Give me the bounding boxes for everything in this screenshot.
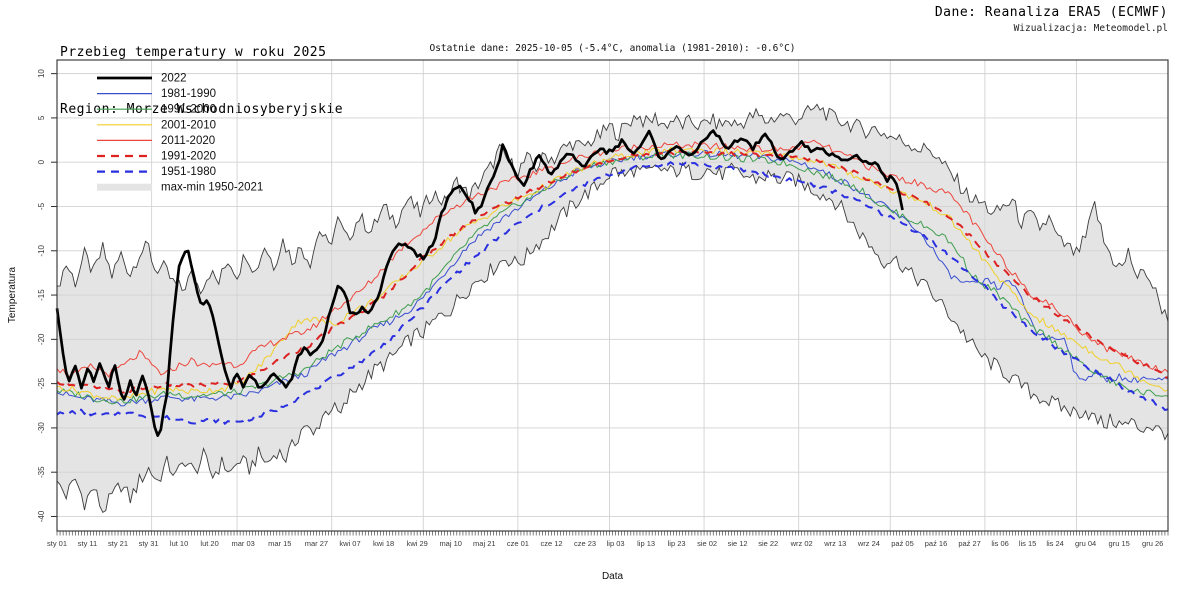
legend-label: 1991-2000	[161, 104, 216, 116]
legend-item-max-min-1950-2021: max-min 1950-2021	[97, 182, 263, 194]
legend-item-1991-2020: 1991-2020	[97, 151, 216, 163]
legend-item-1951-1980: 1951-1980	[97, 166, 216, 178]
x-tick-label: paź 05	[891, 539, 914, 548]
x-tick-label: cze 23	[574, 539, 596, 548]
source-block: Dane: Reanaliza ERA5 (ECMWF) Wizualizacj…	[935, 5, 1168, 34]
series-line-1951-1980	[56, 161, 1169, 425]
axes: 10 5 0 -5 -10 -15 -20 -25 -30 -35 -40 sty 01 sty 11 s…	[7, 69, 1169, 582]
x-tick-label: lip 13	[637, 539, 655, 548]
y-axis-title: Temperatura	[7, 266, 18, 323]
chart-header: Przebieg temperatury w roku 2025 Region:…	[60, 5, 343, 157]
x-tick-label: gru 15	[1109, 539, 1130, 548]
x-tick-label: lip 03	[607, 539, 625, 548]
gridlines	[57, 60, 1168, 531]
legend-label: 2022	[161, 73, 187, 85]
series-line-2022	[55, 129, 904, 437]
y-tick-label: -35	[37, 466, 46, 478]
y-tick-label: -5	[37, 202, 46, 210]
legend-label: max-min 1950-2021	[161, 182, 263, 194]
x-tick-label: lut 20	[200, 539, 218, 548]
x-tick-label: sie 02	[697, 539, 717, 548]
x-tick-label: kwi 29	[407, 539, 428, 548]
latest-data-note: Ostatnie dane: 2025-10-05 (-5.4°C, anoma…	[429, 43, 796, 54]
x-tick-label: mar 15	[268, 539, 291, 548]
series-line-1981-1990	[56, 149, 1169, 407]
x-tick-label: paź 27	[958, 539, 981, 548]
x-tick-label: lut 10	[170, 539, 188, 548]
x-tick-label: kwi 18	[373, 539, 394, 548]
legend-label: 1951-1980	[161, 166, 216, 178]
plot-border	[56, 59, 1169, 532]
x-tick-label: gru 26	[1142, 539, 1163, 548]
x-tick-label: cze 01	[507, 539, 529, 548]
y-tick-label: 0	[37, 159, 46, 164]
y-tick-label: -25	[37, 377, 46, 389]
x-tick-label: sty 31	[139, 539, 159, 548]
y-tick-label: -10	[37, 244, 46, 256]
y-tick-label: 5	[37, 115, 46, 120]
x-tick-label: sie 12	[728, 539, 748, 548]
x-tick-label: maj 21	[473, 539, 496, 548]
legend-item-1991-2000: 1991-2000	[97, 104, 216, 116]
x-tick-label: wrz 24	[857, 539, 880, 548]
x-tick-label: lip 23	[668, 539, 686, 548]
x-tick-label: maj 10	[439, 539, 462, 548]
x-tick-label: sie 22	[758, 539, 778, 548]
x-tick-label: lis 15	[1019, 539, 1037, 548]
y-tick-label: -20	[37, 333, 46, 345]
legend-item-1981-1990: 1981-1990	[97, 88, 216, 100]
visualization-credit: Wizualizacja: Meteomodel.pl	[1013, 23, 1168, 34]
legend-item-2011-2020: 2011-2020	[97, 135, 215, 147]
x-tick-label: mar 27	[305, 539, 328, 548]
x-axis-title: Data	[602, 571, 624, 582]
legend-item-2001-2010: 2001-2010	[97, 119, 216, 131]
x-tick-label: gru 04	[1075, 539, 1096, 548]
data-source-note: Dane: Reanaliza ERA5 (ECMWF)	[934, 5, 1168, 20]
x-tick-label: sty 01	[47, 539, 67, 548]
y-tick-label: -40	[37, 510, 46, 522]
legend-label: 2011-2020	[161, 135, 215, 147]
y-tick-label: -30	[37, 422, 46, 434]
legend: 2022 1981-1990 1991-2000 2001-2010 2011-2020…	[97, 73, 263, 194]
x-tick-label: mar 03	[232, 539, 255, 548]
x-tick-label: wrz 02	[790, 539, 813, 548]
x-tick-label: lis 24	[1046, 539, 1064, 548]
x-tick-label: paź 16	[925, 539, 948, 548]
x-tick-label: cze 12	[540, 539, 562, 548]
legend-label: 1981-1990	[161, 88, 216, 100]
legend-label: 2001-2010	[161, 119, 216, 131]
x-tick-label: lis 06	[991, 539, 1009, 548]
x-tick-label: kwi 07	[339, 539, 360, 548]
y-tick-label: 10	[37, 69, 46, 78]
chart-title: Przebieg temperatury w roku 2025	[60, 45, 327, 60]
max-min-band	[57, 104, 1168, 513]
x-tick-label: sty 21	[108, 539, 128, 548]
band-edge-lines	[56, 103, 1169, 514]
legend-label: 1991-2020	[161, 151, 216, 163]
series-line-1991-2020	[56, 149, 1169, 394]
y-tick-label: -15	[37, 289, 46, 301]
legend-item-2022: 2022	[97, 73, 187, 85]
legend-band-swatch	[97, 183, 152, 191]
x-tick-label: wrz 13	[823, 539, 846, 548]
x-tick-label: sty 11	[78, 539, 97, 548]
